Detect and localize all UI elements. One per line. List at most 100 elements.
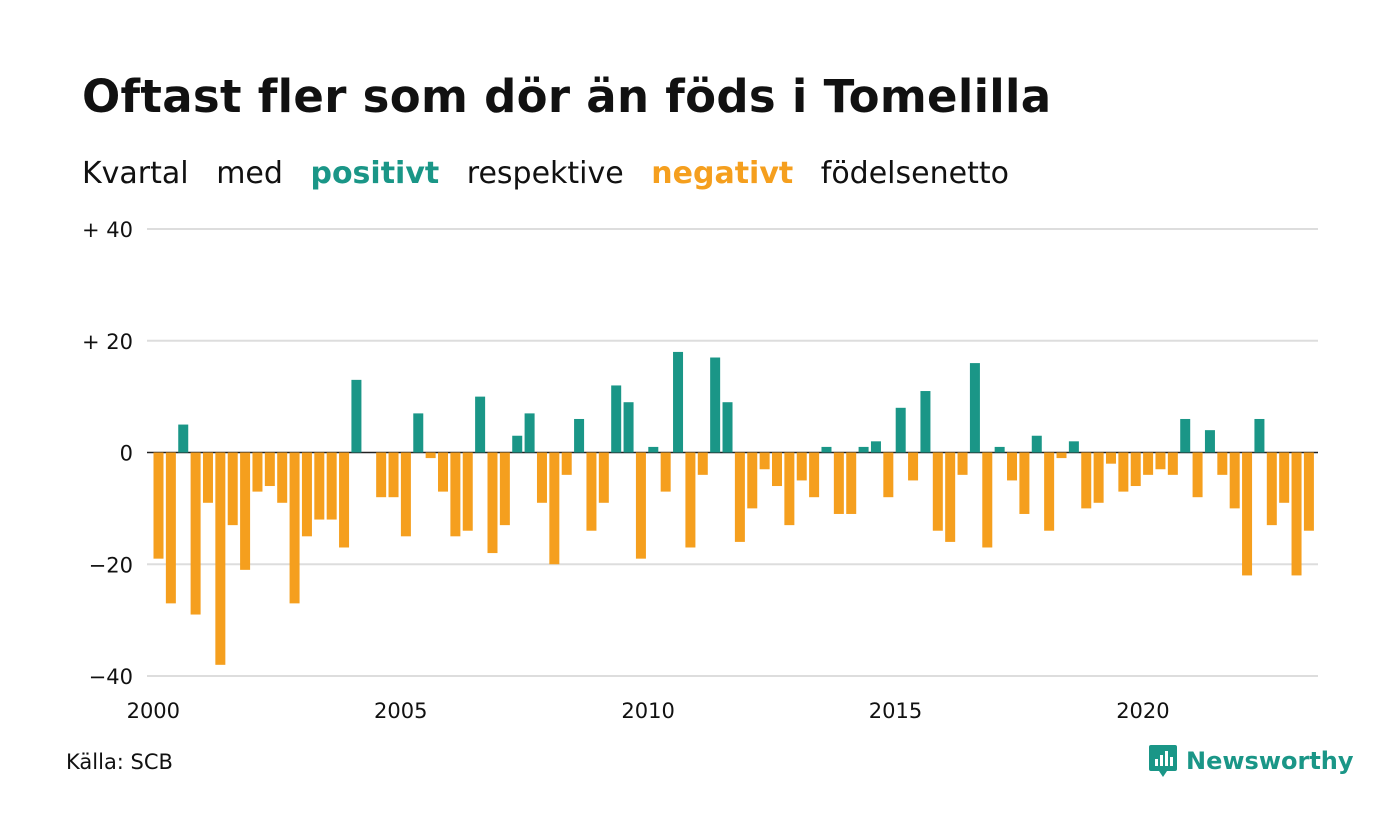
x-tick-label: 2020 [1116, 699, 1169, 723]
bar-negative [264, 452, 275, 487]
bar-positive [673, 351, 684, 453]
subtitle-word-respektive: respektive [466, 156, 624, 191]
bar-negative [536, 452, 547, 503]
bar-positive [858, 446, 869, 453]
bar-negative [1266, 452, 1277, 526]
bar-negative [1229, 452, 1240, 509]
bar-negative [908, 452, 919, 481]
bar-negative [425, 452, 436, 459]
subtitle-negative-label: negativt [651, 156, 794, 191]
y-tick-label: + 20 [82, 330, 133, 354]
bar-positive [623, 402, 634, 453]
newsworthy-icon [1149, 745, 1177, 777]
bar-negative [784, 452, 795, 526]
bar-positive [512, 435, 523, 453]
subtitle-word-med: med [216, 156, 283, 191]
bar-negative [809, 452, 820, 498]
bar-negative [635, 452, 646, 559]
bar-positive [821, 446, 832, 453]
bar-negative [339, 452, 350, 548]
bar-negative [153, 452, 164, 559]
y-tick-label: + 40 [82, 218, 133, 242]
bar-negative [215, 452, 226, 665]
bar-negative [759, 452, 770, 470]
bar-negative [202, 452, 213, 503]
bar-negative [1130, 452, 1141, 487]
bar-negative [277, 452, 288, 503]
bar-negative [833, 452, 844, 514]
bar-negative [462, 452, 473, 531]
bar-negative [1105, 452, 1116, 464]
y-tick-label: −20 [89, 553, 133, 577]
y-tick-label: −40 [89, 665, 133, 689]
bar-negative [190, 452, 201, 615]
bar-negative [1056, 452, 1067, 459]
bar-negative [598, 452, 609, 503]
bar-negative [1118, 452, 1129, 492]
bar-negative [1019, 452, 1030, 514]
bar-negative [697, 452, 708, 475]
bar-negative [945, 452, 956, 542]
bar-negative [314, 452, 325, 520]
bar-negative [1155, 452, 1166, 470]
bar-negative [883, 452, 894, 498]
bar-negative [1291, 452, 1302, 576]
bar-positive [969, 363, 980, 453]
bar-negative [499, 452, 510, 526]
subtitle-word-fodelsenetto: födelsenetto [820, 156, 1009, 191]
bar-negative [326, 452, 337, 520]
bar-positive [574, 418, 585, 453]
bar-negative [1242, 452, 1253, 576]
bar-positive [994, 446, 1005, 453]
bar-positive [648, 446, 659, 453]
x-tick-label: 2010 [621, 699, 674, 723]
bar-positive [1068, 441, 1079, 453]
bar-negative [165, 452, 176, 604]
bar-positive [351, 379, 362, 453]
bar-negative [734, 452, 745, 542]
chart-subtitle: Kvartal med positivt respektive negativt… [82, 156, 1027, 191]
bar-negative [932, 452, 943, 531]
bar-positive [611, 385, 622, 453]
bars [153, 351, 1314, 665]
bar-positive [475, 396, 486, 453]
bar-negative [1044, 452, 1055, 531]
bar-positive [722, 402, 733, 453]
bar-negative [586, 452, 597, 531]
bar-negative [438, 452, 449, 492]
bar-negative [846, 452, 857, 514]
newsworthy-logo[interactable]: Newsworthy [1148, 744, 1354, 778]
bar-negative [227, 452, 238, 526]
bar-negative [376, 452, 387, 498]
bar-negative [549, 452, 560, 565]
bar-negative [400, 452, 411, 537]
bar-positive [178, 424, 189, 453]
bar-negative [1217, 452, 1228, 475]
bar-negative [1167, 452, 1178, 475]
bar-negative [747, 452, 758, 509]
bar-negative [289, 452, 300, 604]
bar-negative [388, 452, 399, 498]
bar-positive [1031, 435, 1042, 453]
bar-negative [957, 452, 968, 475]
chart-title: Oftast fler som dör än föds i Tomelilla [82, 70, 1052, 123]
newsworthy-wordmark: Newsworthy [1186, 747, 1354, 775]
bar-negative [301, 452, 312, 537]
bar-negative [240, 452, 251, 570]
bar-positive [920, 391, 931, 453]
bar-negative [450, 452, 461, 537]
source-note: Källa: SCB [66, 750, 173, 774]
bar-negative [660, 452, 671, 492]
subtitle-word-kvartal: Kvartal [82, 156, 189, 191]
bar-negative [1279, 452, 1290, 503]
bar-positive [710, 357, 721, 453]
bar-negative [1007, 452, 1018, 481]
bar-negative [1143, 452, 1154, 475]
axis-labels: + 40 + 20 0 −20 −40 2000 2005 2010 2015 2020 [82, 218, 1170, 723]
bar-negative [561, 452, 572, 475]
bar-negative [1192, 452, 1203, 498]
x-tick-label: 2015 [869, 699, 922, 723]
bar-negative [685, 452, 696, 548]
bar-positive [1254, 418, 1265, 453]
